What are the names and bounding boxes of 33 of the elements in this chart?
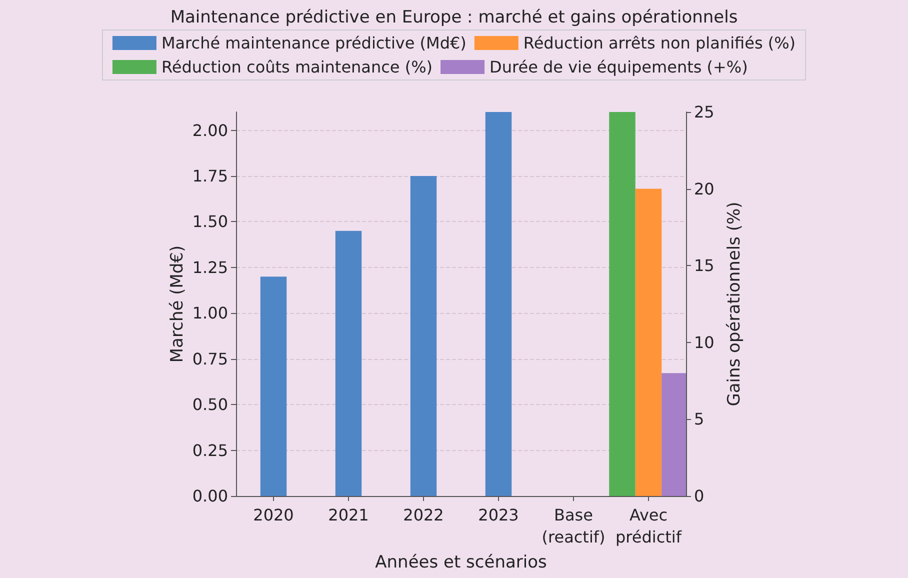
y-tick-label: 1.00 [192, 304, 228, 323]
x-tick-label: 2022 [403, 506, 444, 524]
y-tick-label: 0.50 [192, 395, 228, 414]
y-tick-label: 0.00 [192, 486, 228, 506]
y-axis-title: Marché (Md€) [168, 245, 188, 363]
y2-tick-label: 10 [694, 332, 714, 352]
y2-tick-label: 20 [694, 179, 714, 198]
chart-title: Maintenance prédictive en Europe : marché et gains opérationnels [170, 8, 738, 28]
legend-label: Réduction coûts maintenance (%) [161, 58, 433, 76]
y-tick-label: 1.75 [192, 166, 228, 186]
y2-axis-title: Gains opérationnels (%) [724, 202, 744, 406]
legend-label: Marché maintenance prédictive (Md€) [161, 34, 466, 52]
y2-tick-label: 25 [694, 102, 714, 122]
legend-label: Réduction arrêts non planifiés (%) [523, 34, 796, 52]
x-tick-label: Avec prédictif [616, 506, 682, 546]
legend-label: Durée de vie équipements (+%) [490, 58, 748, 76]
y2-tick-label: 0 [694, 486, 704, 506]
y-tick-label: 0.75 [192, 349, 228, 368]
y-tick-label: 1.25 [192, 258, 228, 277]
y-tick-label: 2.00 [192, 120, 228, 140]
bar [335, 230, 362, 496]
x-axis-title: Années et scénarios [375, 552, 547, 572]
x-tick-label: 2020 [253, 506, 294, 524]
bar [260, 276, 287, 496]
y-tick-label: 0.25 [192, 440, 228, 460]
y2-tick-label: 15 [694, 256, 714, 276]
bar [485, 112, 512, 496]
y-tick-label: 1.50 [192, 212, 228, 232]
x-tick-label: Base (reactif) [542, 506, 606, 546]
y2-tick-label: 5 [694, 410, 704, 429]
x-tick-label: 2021 [328, 506, 369, 524]
bar [410, 176, 437, 496]
x-tick-label: 2023 [478, 506, 519, 524]
